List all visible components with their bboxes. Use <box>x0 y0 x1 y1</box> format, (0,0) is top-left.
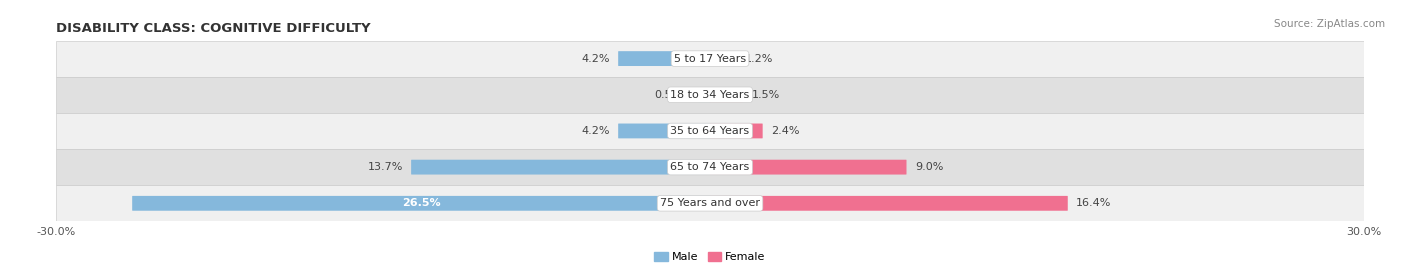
Text: 0.53%: 0.53% <box>655 90 690 100</box>
FancyBboxPatch shape <box>56 185 1364 221</box>
Text: DISABILITY CLASS: COGNITIVE DIFFICULTY: DISABILITY CLASS: COGNITIVE DIFFICULTY <box>56 22 371 35</box>
FancyBboxPatch shape <box>56 113 1364 149</box>
Text: 13.7%: 13.7% <box>367 162 402 172</box>
Text: 26.5%: 26.5% <box>402 198 440 208</box>
FancyBboxPatch shape <box>710 196 1067 211</box>
FancyBboxPatch shape <box>710 160 907 174</box>
Text: 35 to 64 Years: 35 to 64 Years <box>671 126 749 136</box>
Text: 2.4%: 2.4% <box>770 126 800 136</box>
FancyBboxPatch shape <box>56 149 1364 185</box>
FancyBboxPatch shape <box>619 124 710 138</box>
Text: Source: ZipAtlas.com: Source: ZipAtlas.com <box>1274 19 1385 29</box>
Text: 4.2%: 4.2% <box>581 126 610 136</box>
Text: 18 to 34 Years: 18 to 34 Years <box>671 90 749 100</box>
FancyBboxPatch shape <box>699 87 710 102</box>
FancyBboxPatch shape <box>56 40 1364 77</box>
FancyBboxPatch shape <box>619 51 710 66</box>
Text: 9.0%: 9.0% <box>915 162 943 172</box>
FancyBboxPatch shape <box>710 51 737 66</box>
Text: 5 to 17 Years: 5 to 17 Years <box>673 53 747 64</box>
FancyBboxPatch shape <box>710 124 762 138</box>
Text: 65 to 74 Years: 65 to 74 Years <box>671 162 749 172</box>
Text: 1.2%: 1.2% <box>745 53 773 64</box>
Text: 4.2%: 4.2% <box>581 53 610 64</box>
Legend: Male, Female: Male, Female <box>650 247 770 266</box>
FancyBboxPatch shape <box>411 160 710 174</box>
Text: 16.4%: 16.4% <box>1076 198 1112 208</box>
Text: 75 Years and over: 75 Years and over <box>659 198 761 208</box>
FancyBboxPatch shape <box>56 77 1364 113</box>
Text: 1.5%: 1.5% <box>751 90 780 100</box>
FancyBboxPatch shape <box>132 196 710 211</box>
FancyBboxPatch shape <box>710 87 742 102</box>
